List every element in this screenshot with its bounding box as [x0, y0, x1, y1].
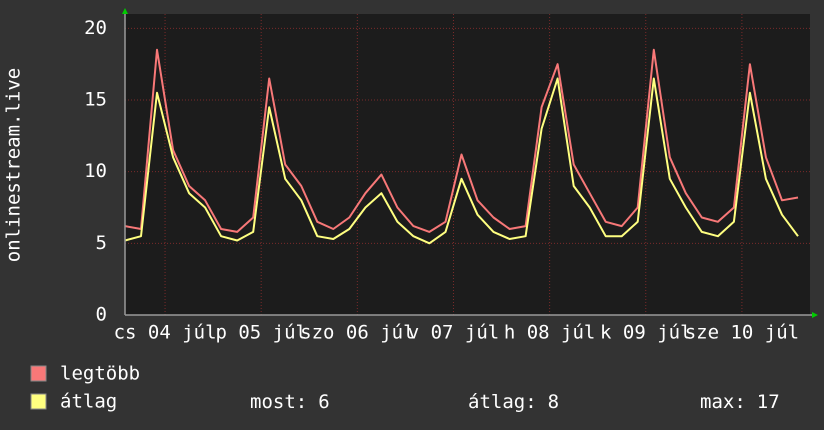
stat: átlag: 8 — [468, 391, 559, 413]
series-line — [124, 48, 799, 233]
y-tick-label: 5 — [96, 232, 107, 254]
y-tick-label: 20 — [84, 17, 107, 39]
lines — [124, 48, 799, 245]
x-arrow — [812, 312, 818, 318]
axes — [122, 8, 818, 318]
x-tick-label: sze 10 júl — [685, 322, 799, 344]
legend-label: átlag — [60, 391, 117, 413]
plot-area — [125, 14, 810, 315]
stat-value: 6 — [318, 391, 329, 413]
y-tick-label: 0 — [96, 304, 107, 326]
y-axis-label: onlinestream.live — [3, 68, 25, 262]
series-line — [124, 77, 799, 245]
x-tick-label: h 08 júl — [504, 322, 596, 344]
stat-value: 8 — [548, 391, 559, 413]
legend-swatch — [30, 393, 47, 410]
x-tick-label: szo 06 júl — [300, 322, 414, 344]
y-tick-label: 10 — [84, 160, 107, 182]
stat-label: átlag: — [468, 391, 537, 413]
legend: legtöbb átlag most: 6 átlag: 8 max: 17 — [30, 363, 780, 413]
x-tick-label: v 07 júl — [408, 322, 500, 344]
x-tick-label: p 05 júl — [215, 322, 307, 344]
stat: most: 6 — [250, 391, 330, 413]
legend-swatch — [30, 365, 47, 382]
legend-label: legtöbb — [60, 363, 140, 385]
x-tick-label: cs 04 júl — [114, 322, 217, 344]
stat-label: most: — [250, 391, 307, 413]
x-tick-label: k 09 júl — [600, 322, 692, 344]
stat-label: max: — [700, 391, 746, 413]
y-tick-label: 15 — [84, 89, 107, 111]
stat: max: 17 — [700, 391, 780, 413]
y-arrow — [122, 8, 128, 14]
stat-value: 17 — [757, 391, 780, 413]
